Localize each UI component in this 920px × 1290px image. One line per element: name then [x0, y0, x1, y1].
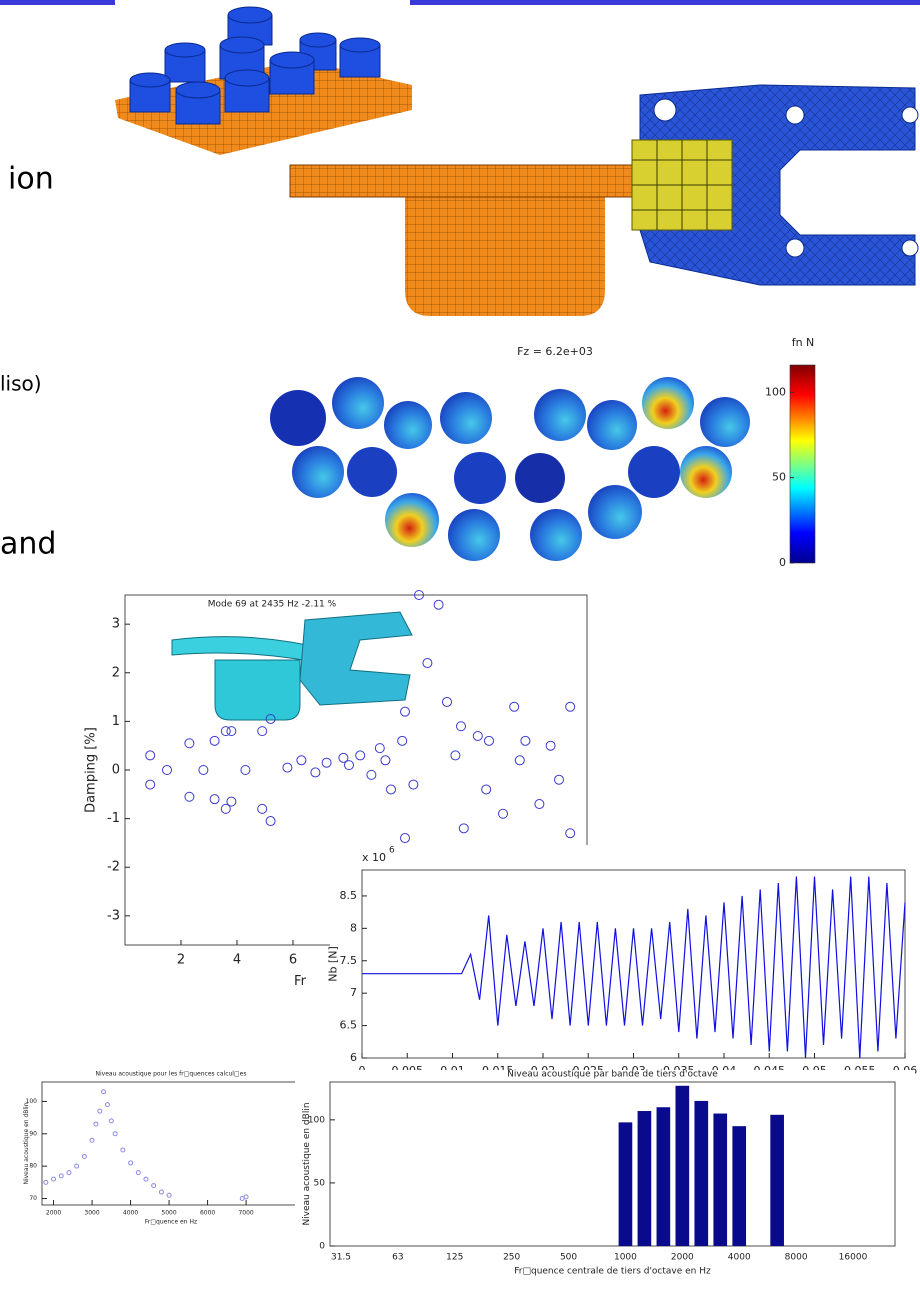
y-exponent: x 10 [362, 851, 386, 864]
y-tick-label: 7.5 [340, 954, 358, 967]
chart-background [295, 1070, 915, 1290]
chart-title: Niveau acoustique par bande de tiers d'o… [507, 1070, 718, 1080]
pad-render [115, 7, 412, 155]
y-tick-label: 90 [29, 1130, 37, 1137]
x-tick-label: 250 [503, 1253, 520, 1263]
x-tick-label: 2 [177, 953, 185, 968]
bar [770, 1115, 784, 1246]
y-tick-label: 50 [314, 1178, 326, 1188]
x-tick-label: 7000 [238, 1210, 253, 1217]
x-tick-label: 6000 [200, 1210, 215, 1217]
y-tick-label: 2 [112, 665, 120, 680]
y-tick-label: 6.5 [340, 1019, 358, 1032]
x-tick-label: 125 [446, 1253, 463, 1263]
y-tick-label: 0 [319, 1242, 325, 1252]
chart-title: Niveau acoustique pour les fr□quences ca… [96, 1071, 247, 1078]
y-tick-label: -3 [107, 908, 120, 923]
top-bar [410, 0, 920, 5]
y-tick-label: 0 [779, 556, 786, 569]
bar [694, 1101, 708, 1246]
y-tick-label: 6 [350, 1051, 357, 1064]
y-tick-label: 0 [112, 763, 120, 778]
top-bar [0, 0, 115, 5]
chart-title: Mode 69 at 2435 Hz -2.11 % [208, 600, 337, 610]
bar [732, 1126, 746, 1246]
y-tick-label: -1 [107, 811, 120, 826]
y-axis-label: Niveau acoustique en dBlin [302, 1102, 312, 1225]
x-tick-label: 4000 [123, 1210, 138, 1217]
x-tick-label: 5000 [161, 1210, 176, 1217]
slide-text: and [0, 527, 56, 562]
bar [713, 1114, 727, 1246]
y-exponent-power: 6 [389, 846, 395, 856]
slide-text: ion [8, 162, 54, 197]
x-tick-label: 2000 [671, 1253, 694, 1263]
y-tick-label: 100 [765, 385, 786, 398]
x-tick-label: 63 [392, 1253, 403, 1263]
colorbar [790, 365, 815, 563]
x-axis-label: Fr [294, 974, 307, 989]
x-axis-label: Fr□quence en Hz [145, 1218, 197, 1225]
y-tick-label: 80 [29, 1163, 37, 1170]
x-tick-label: 3000 [84, 1210, 99, 1217]
x-tick-label: 500 [560, 1253, 577, 1263]
x-axis-label: Fr□quence centrale de tiers d'octave en … [514, 1267, 711, 1277]
y-tick-label: 1 [112, 714, 120, 729]
mode-shape-part [215, 660, 300, 720]
colorbar-label: fn N [792, 336, 815, 349]
y-tick-label: 7 [350, 986, 357, 999]
slide: ion liso) and 3 [0, 0, 920, 1290]
y-tick-label: -2 [107, 860, 120, 875]
bar [619, 1122, 633, 1246]
brake-render [290, 85, 918, 316]
x-tick-label: 4 [233, 953, 241, 968]
x-tick-label: 8000 [785, 1253, 808, 1263]
y-axis-label: Nb [N] [326, 946, 339, 982]
contact-map [270, 377, 750, 561]
y-tick-label: 8.5 [340, 889, 358, 902]
x-tick-label: 4000 [728, 1253, 751, 1263]
x-tick-label: 1000 [614, 1253, 637, 1263]
y-tick-label: 70 [29, 1195, 37, 1202]
x-tick-label: 31.5 [331, 1253, 351, 1263]
bar [676, 1086, 690, 1246]
page: {"slide_text": {"line1": "ion", "line2":… [0, 0, 920, 1290]
x-tick-label: 2000 [46, 1210, 61, 1217]
chart-background [330, 845, 918, 1077]
x-tick-label: 16000 [839, 1253, 868, 1263]
y-tick-label: 8 [350, 921, 357, 934]
bar [657, 1107, 671, 1246]
chart: 050100Niveau acoustique en dBlinFr□quenc… [295, 1070, 915, 1290]
y-tick-label: 50 [772, 471, 786, 484]
y-axis-label: Niveau acoustique en dBlin [23, 1102, 30, 1184]
y-tick-label: 3 [112, 617, 120, 632]
chart: 66.577.588.500.0050.010.0150.020.0250.03… [326, 845, 918, 1077]
chart-title: Fz = 6.2e+03 [517, 345, 593, 358]
bar [638, 1111, 652, 1246]
y-axis-label: Damping [%] [84, 727, 99, 813]
slide-text: liso) [0, 372, 42, 396]
x-tick-label: 6 [289, 953, 297, 968]
